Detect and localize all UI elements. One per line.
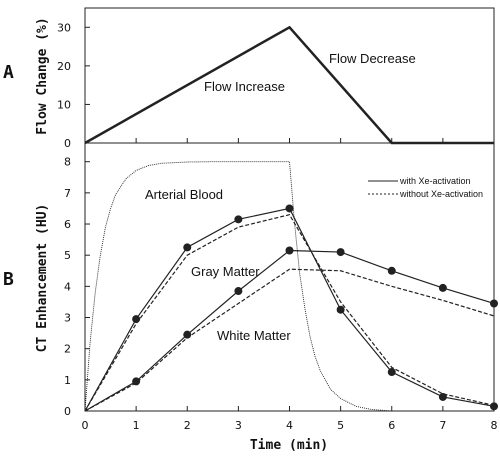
- data-point-1: [490, 402, 498, 411]
- data-point-1: [285, 204, 294, 213]
- y-tick-label-b: 3: [64, 312, 71, 325]
- data-point-1: [132, 315, 141, 324]
- y-tick-label-b: 1: [64, 374, 71, 387]
- y-tick-label-b: 0: [64, 405, 71, 418]
- x-tick-label: 0: [82, 419, 89, 432]
- legend: with Xe-activation without Xe-activation: [368, 176, 483, 199]
- arterial-blood-line-0: [84, 161, 392, 412]
- x-tick-label: 3: [235, 419, 242, 432]
- data-point-3: [234, 287, 243, 296]
- x-tick-label: 8: [491, 419, 498, 432]
- data-point-3: [387, 266, 396, 275]
- chart-marks: [84, 25, 498, 412]
- y-tick-label-b: 7: [64, 187, 71, 200]
- x-tick-label: 5: [337, 419, 344, 432]
- axis-ticks: 0 10 20 30 0 1 2 3 4 5 6 7 8 0 1 2 3 4 5 6 7 8: [57, 21, 498, 432]
- series-line-without-xe-2: [84, 213, 495, 412]
- data-point-1: [387, 368, 396, 377]
- y-tick-label-b: 5: [64, 249, 71, 262]
- y-tick-label-b: 6: [64, 218, 71, 231]
- panel-a-label: A: [3, 62, 14, 83]
- annotation-arterial-blood: Arterial Blood: [145, 187, 223, 202]
- annotation-flow-decrease: Flow Decrease: [329, 51, 416, 66]
- data-point-1: [183, 243, 192, 252]
- annotation-white-matter: White Matter: [217, 328, 291, 343]
- data-point-1: [336, 305, 345, 314]
- data-point-3: [183, 330, 192, 339]
- annotation-flow-increase: Flow Increase: [204, 79, 285, 94]
- y-tick-label-b: 4: [64, 280, 71, 293]
- panel-b-label: B: [3, 269, 14, 290]
- data-point-3: [132, 377, 141, 386]
- data-point-3: [336, 248, 345, 257]
- x-tick-label: 6: [388, 419, 395, 432]
- x-tick-label: 4: [286, 419, 293, 432]
- legend-label-with: with Xe-activation: [399, 176, 471, 186]
- y-tick-label-b: 2: [64, 343, 71, 356]
- legend-label-without: without Xe-activation: [399, 189, 483, 199]
- x-tick-label: 2: [184, 419, 191, 432]
- x-tick-label: 7: [439, 419, 446, 432]
- series-line-without-xe-4: [84, 268, 495, 412]
- y-tick-label-a: 20: [57, 60, 71, 73]
- annotation-gray-matter: Gray Matter: [191, 264, 260, 279]
- series-line-with-xe-1: [84, 207, 495, 412]
- y-axis-title-a: Flow Change (%): [35, 17, 50, 134]
- data-point-3: [285, 246, 294, 255]
- data-point-3: [438, 283, 447, 292]
- data-point-1: [438, 392, 447, 401]
- y-tick-label-a: 0: [64, 137, 71, 150]
- y-axis-title-b: CT Enhancement (HU): [35, 204, 50, 353]
- flow-change-line: [84, 25, 494, 145]
- data-point-1: [234, 215, 243, 224]
- x-tick-label: 1: [133, 419, 140, 432]
- y-tick-label-a: 10: [57, 98, 71, 111]
- data-point-3: [490, 299, 498, 308]
- x-axis-title: Time (min): [250, 438, 328, 453]
- y-tick-label-a: 30: [57, 21, 71, 34]
- y-tick-label-b: 8: [64, 156, 71, 169]
